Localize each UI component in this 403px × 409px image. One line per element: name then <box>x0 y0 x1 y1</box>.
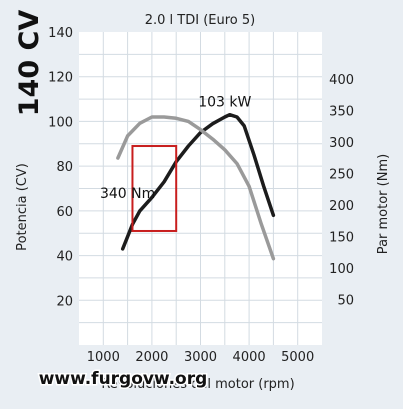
x-axis-label: Revoluciones del motor (rpm) <box>101 377 294 392</box>
x-axis-ticks: 1000 2000 3000 4000 5000 <box>87 350 314 365</box>
y-left-label: Potencia (CV) <box>15 163 30 251</box>
series-label: 340 Nm <box>100 186 155 202</box>
y-right-tick-label: 400 <box>329 73 354 88</box>
series-label: 103 kW <box>198 94 251 110</box>
y-left-tick-label: 60 <box>56 205 73 220</box>
x-tick-label: 3000 <box>184 350 217 365</box>
x-tick-label: 5000 <box>281 350 314 365</box>
y-right-tick-label: 250 <box>329 168 354 183</box>
engine-badge: 140 CV <box>14 10 45 117</box>
power-curve-line <box>120 112 276 251</box>
y-right-tick-label: 50 <box>337 294 354 309</box>
annotations: 103 kW 340 Nm <box>100 94 252 202</box>
right-axis-ticks: 50 100 150 200 250 300 350 400 <box>329 73 354 308</box>
y-left-tick-label: 140 <box>48 26 73 41</box>
chart-title: 2.0 l TDI (Euro 5) <box>145 13 255 28</box>
y-right-tick-label: 150 <box>329 231 354 246</box>
watermark-text: www.furgovw.org <box>39 369 208 389</box>
y-left-tick-label: 20 <box>56 294 73 309</box>
x-tick-label: 1000 <box>87 350 120 365</box>
x-tick-label: 2000 <box>135 350 168 365</box>
y-left-tick-label: 80 <box>56 160 73 175</box>
highlight-box <box>131 145 178 232</box>
y-right-label: Par motor (Nm) <box>376 154 391 254</box>
torque-curve-line <box>116 115 276 261</box>
y-left-tick-label: 100 <box>48 115 73 130</box>
y-left-tick-label: 40 <box>56 250 73 265</box>
series-group <box>116 112 276 261</box>
y-right-tick-label: 300 <box>329 136 354 151</box>
left-axis-ticks: 20 40 60 80 100 120 140 <box>48 26 73 309</box>
x-tick-label: 4000 <box>233 350 266 365</box>
y-right-tick-label: 100 <box>329 262 354 277</box>
y-right-tick-label: 200 <box>329 199 354 214</box>
y-left-tick-label: 120 <box>48 71 73 86</box>
y-right-tick-label: 350 <box>329 105 354 120</box>
